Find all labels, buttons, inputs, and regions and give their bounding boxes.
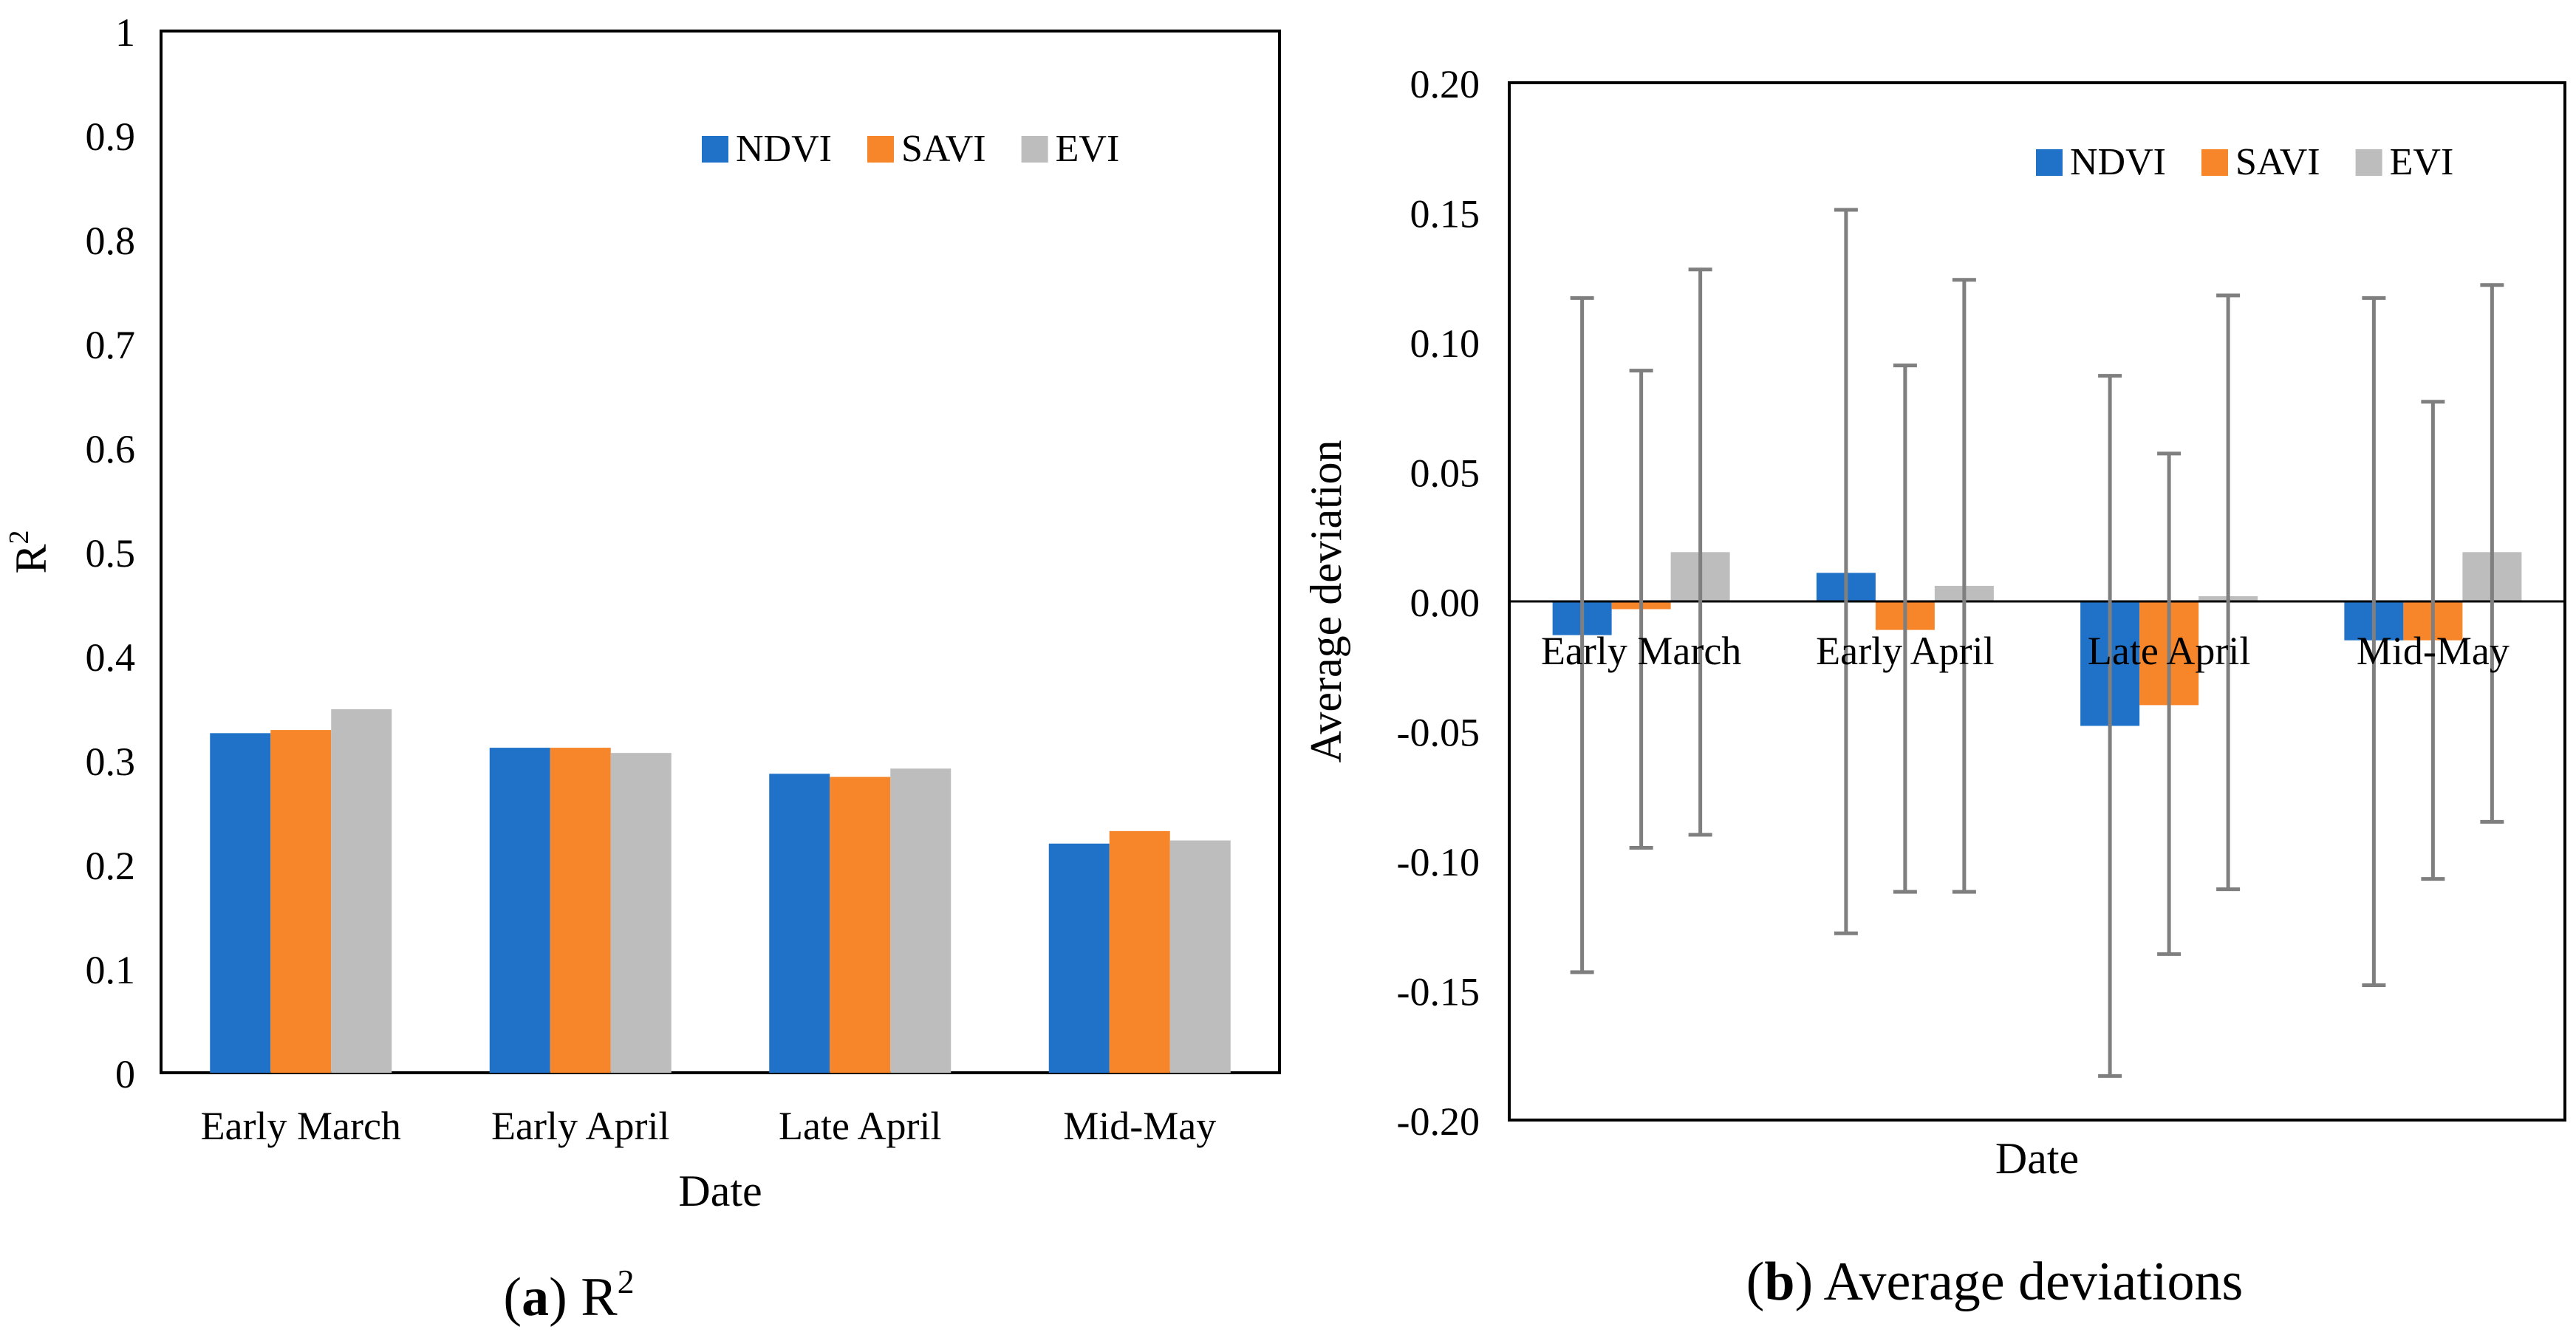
y-tick-label: 0.4 [86, 635, 136, 680]
panel-b-y-axis-label: Average deviation [1302, 440, 1350, 762]
panel-a-y-axis-label: R2 [4, 530, 55, 573]
legend-label-savi: SAVI [901, 128, 986, 170]
y-tick-label: 0.7 [86, 323, 136, 367]
y-tick-label: 0 [115, 1052, 135, 1096]
y-tick-label: 0.3 [86, 740, 136, 784]
y-tick-label: -0.05 [1397, 711, 1480, 755]
y-tick-label: 1 [115, 10, 135, 55]
x-tick-label: Early March [201, 1104, 401, 1148]
panel-b-x-axis-label: Date [1995, 1134, 2079, 1183]
bar-evi-late-april [890, 768, 952, 1073]
x-tick-label: Late April [779, 1104, 941, 1148]
bar-ndvi-early-april [489, 748, 550, 1073]
panel-b-y-tick-labels: 0.20 0.15 0.10 0.05 0.00 -0.05 -0.10 -0.15 -0.20 [1397, 62, 1480, 1144]
bar-savi-early-march [270, 730, 332, 1073]
panel-a-y-tick-labels: 0 0.1 0.2 0.3 0.4 0.5 0.6 0.7 0.8 0.9 1 [86, 10, 136, 1096]
legend-swatch-evi [2355, 149, 2382, 176]
panel-a-r2-chart: 0 0.1 0.2 0.3 0.4 0.5 0.6 0.7 0.8 0.9 1 Early Marc… [4, 10, 1281, 1215]
x-tick-label: Early April [1816, 629, 1994, 673]
y-tick-label: 0.5 [86, 531, 136, 576]
legend-swatch-savi [2201, 149, 2228, 176]
x-tick-label: Late April [2088, 629, 2250, 673]
x-tick-label: Early March [1541, 629, 1741, 673]
panel-b-error-bars [1570, 208, 2504, 1078]
legend-swatch-ndvi [702, 136, 728, 163]
panel-b-legend: NDVI SAVI EVI [2036, 141, 2453, 183]
y-tick-label: -0.15 [1397, 970, 1480, 1014]
panel-b-deviation-chart: 0.20 0.15 0.10 0.05 0.00 -0.05 -0.10 -0.15 -0.20… [1302, 62, 2566, 1183]
panel-a-x-tick-labels: Early March Early April Late April Mid-May [201, 1104, 1217, 1148]
panel-a-bars [210, 709, 1231, 1073]
bar-evi-early-march [331, 709, 392, 1073]
y-tick-label: 0.9 [86, 115, 136, 159]
panel-a-plot-area [160, 30, 1281, 1074]
panel-b-caption: (b) Average deviations [1746, 1252, 2244, 1312]
y-tick-label: 0.6 [86, 427, 136, 471]
legend-label-ndvi: NDVI [736, 128, 832, 170]
y-tick-label: 0.8 [86, 219, 136, 263]
legend-swatch-evi [1021, 136, 1048, 163]
bar-savi-mid-may [1109, 830, 1170, 1073]
legend-label-ndvi: NDVI [2070, 141, 2166, 183]
y-tick-label: 0.15 [1410, 192, 1480, 236]
y-tick-label: -0.20 [1397, 1099, 1480, 1144]
bar-evi-early-april [610, 753, 672, 1073]
y-tick-label: 0.05 [1410, 451, 1480, 496]
legend-label-evi: EVI [1056, 128, 1120, 170]
bar-savi-early-april [550, 748, 611, 1073]
panel-a-legend: NDVI SAVI EVI [702, 128, 1119, 170]
panel-b-x-tick-labels: Early March Early April Late April Mid-May [1541, 629, 2510, 673]
legend-swatch-ndvi [2036, 149, 2063, 176]
legend-swatch-savi [867, 136, 894, 163]
panel-a-caption: (a) R2 [503, 1263, 635, 1328]
y-tick-label: -0.10 [1397, 840, 1480, 884]
bar-ndvi-early-march [210, 733, 271, 1073]
panel-a-x-axis-label: Date [678, 1167, 762, 1215]
x-tick-label: Early April [491, 1104, 669, 1148]
bar-savi-late-april [830, 776, 891, 1073]
legend-label-evi: EVI [2390, 141, 2454, 183]
x-tick-label: Mid-May [2357, 629, 2510, 673]
y-tick-label: 0.20 [1410, 62, 1480, 106]
y-tick-label: 0.10 [1410, 321, 1480, 366]
y-tick-label: 0.00 [1410, 581, 1480, 625]
bar-ndvi-mid-may [1048, 843, 1110, 1073]
legend-label-savi: SAVI [2235, 141, 2320, 183]
bar-evi-mid-may [1169, 840, 1231, 1073]
y-tick-label: 0.1 [86, 948, 136, 992]
y-tick-label: 0.2 [86, 844, 136, 888]
bar-ndvi-late-april [769, 774, 830, 1073]
x-tick-label: Mid-May [1063, 1104, 1216, 1148]
